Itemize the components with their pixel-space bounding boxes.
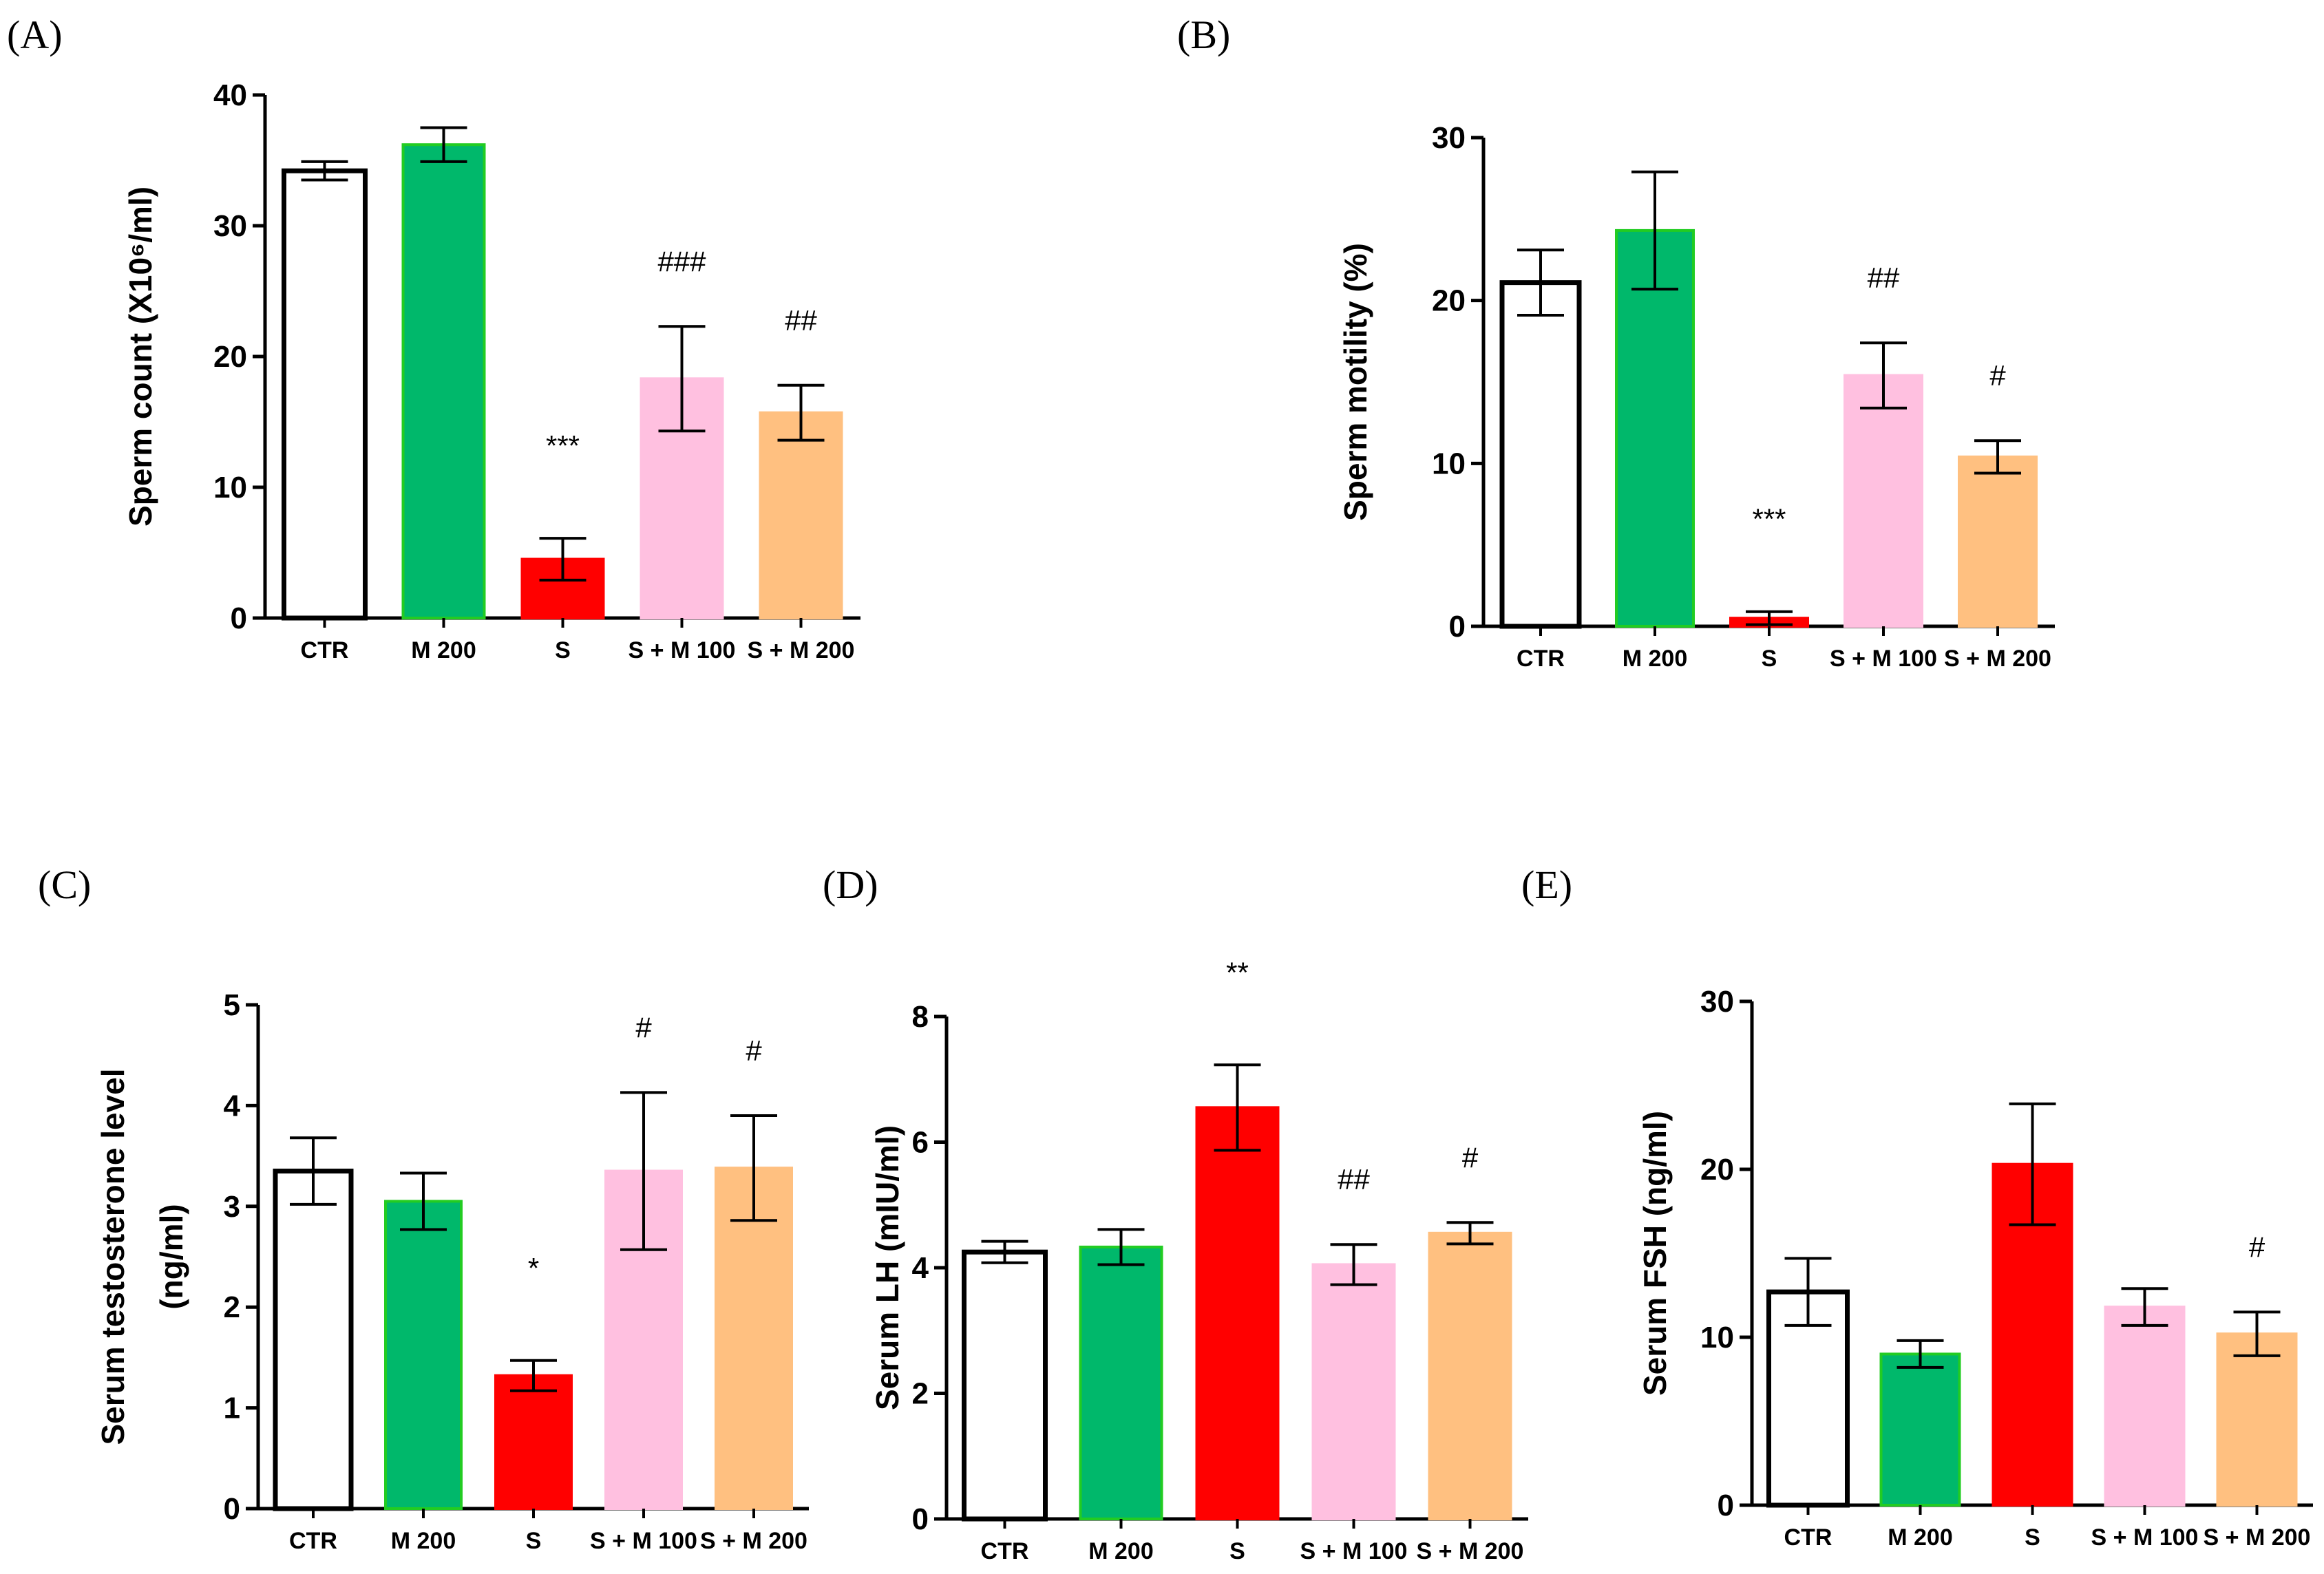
panel-c-category-label: S (526, 1528, 542, 1554)
panel-d-bar-s-m-100 (1311, 1263, 1396, 1520)
panel-b-category-label: S (1762, 646, 1777, 672)
panel-d-y-axis-title: Serum LH (mIU/ml) (869, 1125, 905, 1410)
panel-d-category-label: S + M 100 (1300, 1538, 1408, 1564)
panel-b-significance-s: *** (1752, 503, 1786, 535)
panel-a-bar-m-200 (401, 143, 486, 619)
panel-d-y-tick-label: 0 (912, 1502, 929, 1536)
panel-b-bar-s-m-200 (1958, 455, 2038, 628)
panel-a-bar-ctr (282, 168, 368, 621)
panel-e-bar-s-m-100 (2104, 1306, 2186, 1507)
panel-c-significance-s-m-100: # (635, 1011, 652, 1043)
panel-a-significance-s-m-100: ### (657, 245, 706, 277)
panel-b-category-label: S + M 200 (1944, 646, 2051, 672)
panel-c-category-label: S + M 100 (590, 1528, 697, 1554)
panel-e-y-tick-label: 10 (1700, 1321, 1734, 1354)
panel-b-bar-s-m-100 (1844, 374, 1923, 628)
panel-c-y-axis-title: Serum testosterone level (95, 1068, 131, 1445)
panel-c-significance-s-m-200: # (746, 1034, 762, 1067)
panel-a-y-tick-label: 0 (231, 602, 247, 635)
panel-e-category-label: S + M 200 (2204, 1524, 2311, 1551)
panel-e-bar-s-m-200 (2216, 1332, 2298, 1507)
panel-a-category-label: M 200 (411, 637, 476, 663)
panel-e-y-axis-title: Serum FSH (ng/ml) (1637, 1111, 1673, 1396)
panel-e-y-tick-label: 30 (1700, 985, 1734, 1019)
panel-a-significance-s-m-200: ## (785, 304, 817, 337)
panel-a-significance-s: *** (546, 429, 580, 462)
panel-c-y-tick-label: 0 (224, 1492, 240, 1526)
panel-d-category-label: S (1229, 1538, 1245, 1564)
panel-c-y-tick-label: 1 (224, 1392, 240, 1425)
panel-d-significance-s: ** (1226, 956, 1249, 988)
panel-a-y-tick-label: 10 (213, 471, 247, 504)
panel-d-bar-s-m-200 (1428, 1231, 1512, 1520)
panel-b-significance-s-m-100: ## (1868, 262, 1900, 294)
panel-d-bar-s (1195, 1106, 1280, 1520)
panel-a-bar-s-m-200 (759, 411, 843, 619)
panel-a-y-tick-label: 20 (213, 340, 247, 374)
panel-e-significance-s-m-200: # (2249, 1231, 2265, 1263)
panel-a-y-tick-label: 30 (213, 209, 247, 243)
panel-a-y-tick-label: 40 (213, 78, 247, 112)
panel-b-bar-ctr (1499, 280, 1582, 629)
panel-d-category-label: CTR (981, 1538, 1029, 1564)
panel-b: (B) 0 10 20 30 Sperm motility (%) CTR M 200 S ***… (1177, 12, 2055, 672)
panel-d-y-tick-label: 4 (912, 1251, 929, 1285)
panel-c-y-tick-label: 2 (224, 1290, 240, 1324)
panel-c-category-label: S + M 200 (700, 1528, 807, 1554)
panel-d-letter: (D) (823, 862, 878, 907)
panel-d-bar-ctr (962, 1249, 1048, 1522)
panel-c-bar-s (494, 1374, 573, 1510)
panel-e-bar-ctr (1766, 1289, 1850, 1508)
panel-e-y-tick-label: 0 (1718, 1489, 1734, 1522)
panel-b-letter: (B) (1177, 12, 1230, 57)
panel-c-significance-s: * (528, 1252, 539, 1284)
panel-b-category-label: CTR (1517, 646, 1565, 672)
panel-a-category-label: S + M 200 (748, 637, 855, 663)
panel-d-significance-s-m-200: # (1462, 1141, 1479, 1173)
panel-c-bar-s-m-200 (715, 1167, 793, 1510)
panel-c-category-label: M 200 (391, 1528, 456, 1554)
panel-c-bar-m-200 (384, 1200, 463, 1510)
panel-b-y-tick-label: 0 (1449, 610, 1466, 644)
panel-a-letter: (A) (7, 12, 63, 57)
panel-e-bar-m-200 (1879, 1352, 1961, 1507)
panel-e-category-label: S (2025, 1524, 2040, 1551)
panel-b-y-axis-title: Sperm motility (%) (1338, 243, 1373, 521)
panel-b-y-tick-label: 30 (1432, 121, 1466, 155)
panel-d: (D) 0 2 4 6 8 Serum LH (mIU/ml) CTR M 200 S ** S + … (823, 862, 1528, 1564)
panel-b-y-tick-label: 10 (1432, 447, 1466, 480)
panel-d-y-tick-label: 8 (912, 1000, 929, 1034)
panel-a: (A) 0 10 20 30 40 Sperm count (X10⁶/ml) CTR M 20… (7, 12, 860, 663)
panel-e-letter: (E) (1521, 862, 1572, 907)
panel-a-category-label: CTR (301, 637, 349, 663)
panel-a-category-label: S + M 100 (628, 637, 736, 663)
panel-b-significance-s-m-200: # (1989, 359, 2006, 392)
panel-c-bar-ctr (273, 1169, 354, 1511)
panel-c-letter: (C) (38, 862, 91, 907)
panel-d-bar-m-200 (1079, 1245, 1163, 1520)
panel-b-y-tick-label: 20 (1432, 284, 1466, 318)
panel-c-y-tick-label: 3 (224, 1190, 240, 1224)
panel-c-y-tick-label: 4 (224, 1089, 241, 1123)
panel-e-y-tick-label: 20 (1700, 1153, 1734, 1187)
panel-d-y-tick-label: 6 (912, 1126, 929, 1160)
panel-b-category-label: M 200 (1623, 646, 1688, 672)
panel-e-category-label: M 200 (1888, 1524, 1953, 1551)
panel-d-category-label: S + M 200 (1417, 1538, 1524, 1564)
panel-b-category-label: S + M 100 (1830, 646, 1937, 672)
panel-e: (E) 0 10 20 30 Serum FSH (ng/ml) CTR M 200 S S + … (1521, 862, 2313, 1551)
panel-d-significance-s-m-100: ## (1338, 1163, 1370, 1195)
panel-c-y-tick-label: 5 (224, 988, 240, 1022)
panel-d-y-tick-label: 2 (912, 1377, 929, 1411)
panel-a-category-label: S (555, 637, 571, 663)
panel-d-category-label: M 200 (1088, 1538, 1154, 1564)
panel-e-category-label: S + M 100 (2091, 1524, 2199, 1551)
panel-e-category-label: CTR (1784, 1524, 1832, 1551)
panel-a-y-axis-title: Sperm count (X10⁶/ml) (123, 187, 158, 527)
panel-c-category-label: CTR (289, 1528, 337, 1554)
panel-c-y-axis-title-unit: (ng/ml) (154, 1204, 189, 1309)
panel-c: (C) 0 1 2 3 4 5 Serum testosterone level (ng/ml)… (38, 862, 809, 1554)
